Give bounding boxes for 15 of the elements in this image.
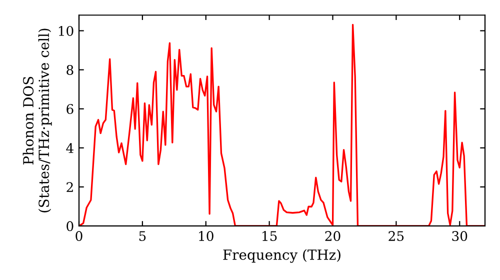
y-tick-label: 4	[66, 143, 74, 153]
x-tick-label: 10	[199, 231, 214, 242]
y-tick-label: 2	[66, 182, 73, 192]
y-tick-label: 8	[66, 65, 74, 75]
x-axis-title: Frequency (THz)	[223, 249, 340, 263]
x-tick-label: 15	[262, 231, 277, 242]
y-tick-label: 6	[66, 104, 74, 114]
y-tick-label: 0	[66, 221, 74, 232]
x-tick-label: 25	[388, 231, 404, 242]
x-tick-label: 20	[325, 231, 340, 242]
y-axis-title: Phonon DOS (States/THz·primitive cell)	[22, 28, 52, 212]
x-tick-label: 30	[452, 231, 468, 242]
x-tick-label: 0	[76, 231, 82, 242]
x-tick-label: 5	[139, 231, 146, 242]
y-tick-label: 10	[58, 26, 74, 36]
